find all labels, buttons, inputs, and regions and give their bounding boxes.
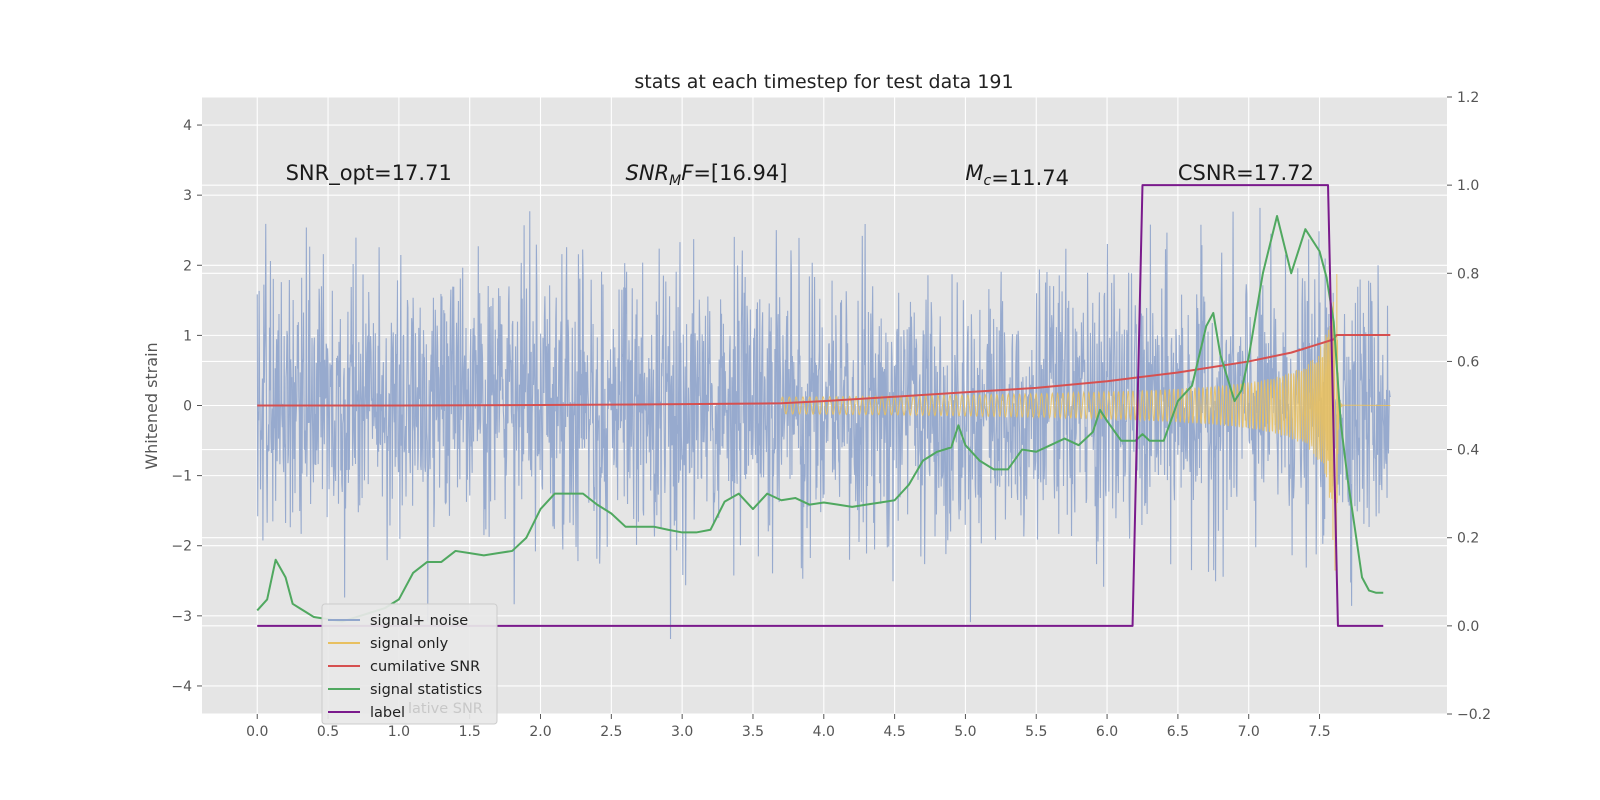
y-right-tick-label: 0.6 bbox=[1457, 354, 1479, 370]
y-left-tick-label: 2 bbox=[183, 258, 192, 274]
annotation: Mc=11.74 bbox=[965, 161, 1069, 190]
series-line-signal-only bbox=[780, 274, 1391, 571]
legend-box bbox=[321, 603, 498, 725]
y-left-tick-label: 0 bbox=[183, 399, 192, 415]
y-axis-right: 1.2 1.0 0.8 0.6 0.4 0.2 0.0 −0.2 bbox=[1447, 90, 1491, 723]
y-right-tick-label: 0.0 bbox=[1457, 619, 1479, 635]
legend-label: cumilative SNR bbox=[370, 659, 480, 675]
series-line-signal-noise bbox=[256, 207, 1391, 639]
x-tick-label: 6.0 bbox=[1096, 724, 1118, 740]
y-left-tick-label: −3 bbox=[171, 609, 192, 625]
series-line-cumilative-snr bbox=[257, 333, 1391, 407]
x-tick-label: 2.5 bbox=[600, 724, 622, 740]
x-tick-label: 7.5 bbox=[1308, 724, 1330, 740]
x-tick-label: 6.5 bbox=[1167, 724, 1189, 740]
y-right-tick-label: 1.0 bbox=[1457, 178, 1479, 194]
chart-title: stats at each timestep for test data 191 bbox=[634, 71, 1013, 93]
y-left-tick-label: 1 bbox=[183, 328, 192, 344]
annotations: SNR_opt=17.71 SNRMF=[16.94] Mc=11.74 CSNR=1… bbox=[286, 161, 1314, 190]
x-tick-label: 5.0 bbox=[954, 724, 976, 740]
series-line-label bbox=[257, 184, 1384, 627]
y-left-tick-label: −1 bbox=[171, 469, 192, 485]
x-tick-label: 1.0 bbox=[388, 724, 410, 740]
series-line-signal-statistics bbox=[256, 214, 1384, 623]
x-tick-label: 5.5 bbox=[1025, 724, 1047, 740]
x-tick-label: 7.0 bbox=[1238, 724, 1260, 740]
y-axis-label: Whitened strain bbox=[142, 342, 161, 469]
y-left-tick-label: −2 bbox=[171, 539, 192, 555]
y-right-tick-label: 1.2 bbox=[1457, 90, 1479, 106]
y-right-tick-label: 0.4 bbox=[1457, 443, 1479, 459]
x-axis: 0.0 0.5 1.0 1.5 2.0 2.5 3.0 3.5 4.0 4.5 5.0 5.5 6.0 6… bbox=[246, 714, 1331, 740]
legend-label: signal statistics bbox=[370, 682, 482, 698]
legend-label: label bbox=[370, 705, 405, 721]
legend-label: signal only bbox=[370, 636, 449, 652]
x-tick-label: 2.0 bbox=[529, 724, 551, 740]
y-right-tick-label: −0.2 bbox=[1457, 707, 1491, 723]
y-left-tick-label: 4 bbox=[183, 118, 192, 134]
y-left-tick-label: −4 bbox=[171, 679, 192, 695]
legend-items: signal+ noise signal only cumilative SNR si… bbox=[328, 613, 482, 721]
legend: lative SNR signal+ noise signal only cumil… bbox=[321, 603, 498, 725]
y-right-tick-label: 0.8 bbox=[1457, 266, 1479, 282]
x-tick-label: 4.0 bbox=[813, 724, 835, 740]
series-layer bbox=[256, 184, 1391, 639]
y-left-tick-label: 3 bbox=[183, 188, 192, 204]
legend-label: signal+ noise bbox=[370, 613, 468, 629]
legend-ghost-text: lative SNR bbox=[408, 701, 483, 717]
annotation: CSNR=17.72 bbox=[1178, 161, 1314, 185]
annotation: SNR_opt=17.71 bbox=[286, 161, 452, 186]
x-tick-label: 0.0 bbox=[246, 724, 268, 740]
x-tick-label: 3.0 bbox=[671, 724, 693, 740]
y-right-tick-label: 0.2 bbox=[1457, 531, 1479, 547]
x-tick-label: 3.5 bbox=[742, 724, 764, 740]
x-tick-label: 1.5 bbox=[459, 724, 481, 740]
y-axis-left: 4 3 2 1 0 −1 −2 −3 −4 bbox=[171, 118, 202, 695]
x-tick-label: 0.5 bbox=[317, 724, 339, 740]
x-tick-label: 4.5 bbox=[883, 724, 905, 740]
annotation: SNRMF=[16.94] bbox=[625, 161, 787, 189]
